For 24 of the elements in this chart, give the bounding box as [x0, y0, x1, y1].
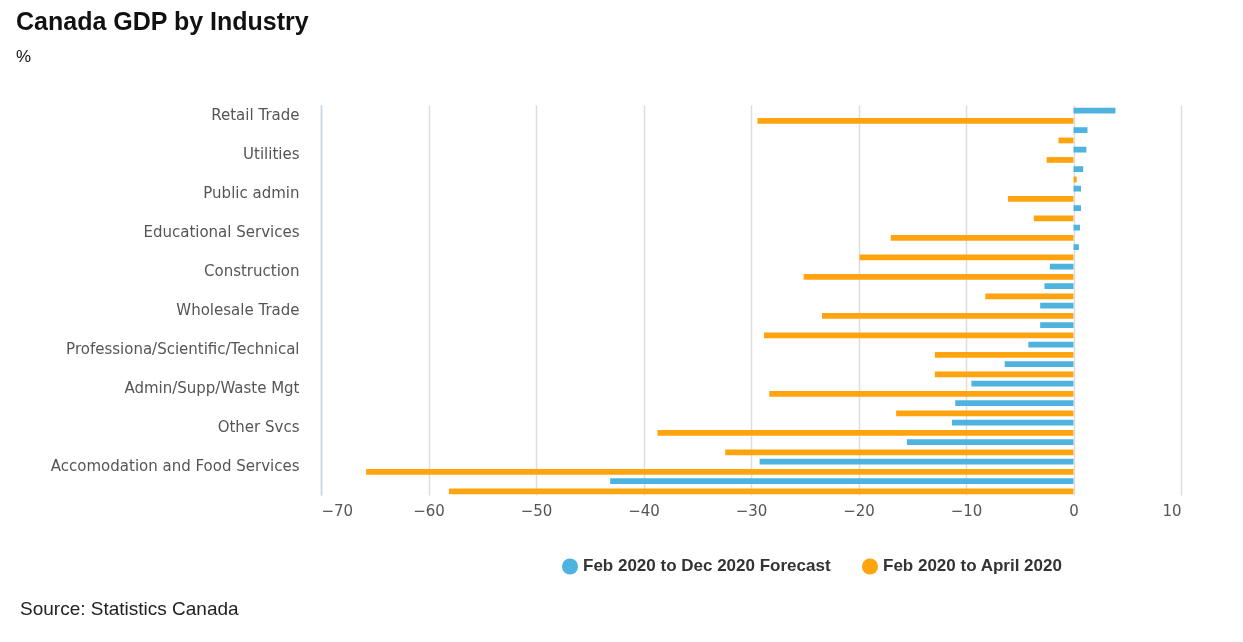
x-tick-label: −60 — [413, 501, 445, 520]
x-tick-label: −20 — [843, 501, 875, 520]
y-tick-label: Admin/Supp/Waste Mgt — [124, 378, 300, 397]
y-tick-label: Professiona/Scientific/Technical — [66, 339, 300, 358]
x-tick-label: −70 — [321, 501, 354, 520]
y-tick-label: Retail Trade — [211, 105, 300, 124]
x-tick-label: 10 — [1162, 501, 1182, 520]
y-tick-label: Public admin — [203, 183, 300, 202]
source-note: Source: Statistics Canada — [20, 598, 239, 620]
x-tick-label: −10 — [950, 501, 983, 520]
y-tick-label: Utilities — [243, 144, 300, 163]
y-tick-label: Accomodation and Food Services — [50, 456, 300, 475]
y-tick-label: Wholesale Trade — [176, 300, 300, 319]
y-tick-label: Other Svcs — [217, 417, 300, 436]
text: % — [16, 47, 32, 66]
x-tick-label: −50 — [520, 501, 553, 520]
legend-label: Feb 2020 to Dec 2020 Forecast — [583, 556, 831, 576]
x-tick-label: −40 — [628, 501, 660, 520]
x-tick-label: −30 — [735, 501, 768, 520]
y-tick-label: Educational Services — [143, 222, 300, 241]
chart-title: Canada GDP by Industry — [16, 7, 309, 35]
legend-label: Feb 2020 to April 2020 — [883, 556, 1062, 576]
x-tick-label: 0 — [1069, 501, 1079, 520]
y-tick-label: Construction — [203, 261, 300, 280]
